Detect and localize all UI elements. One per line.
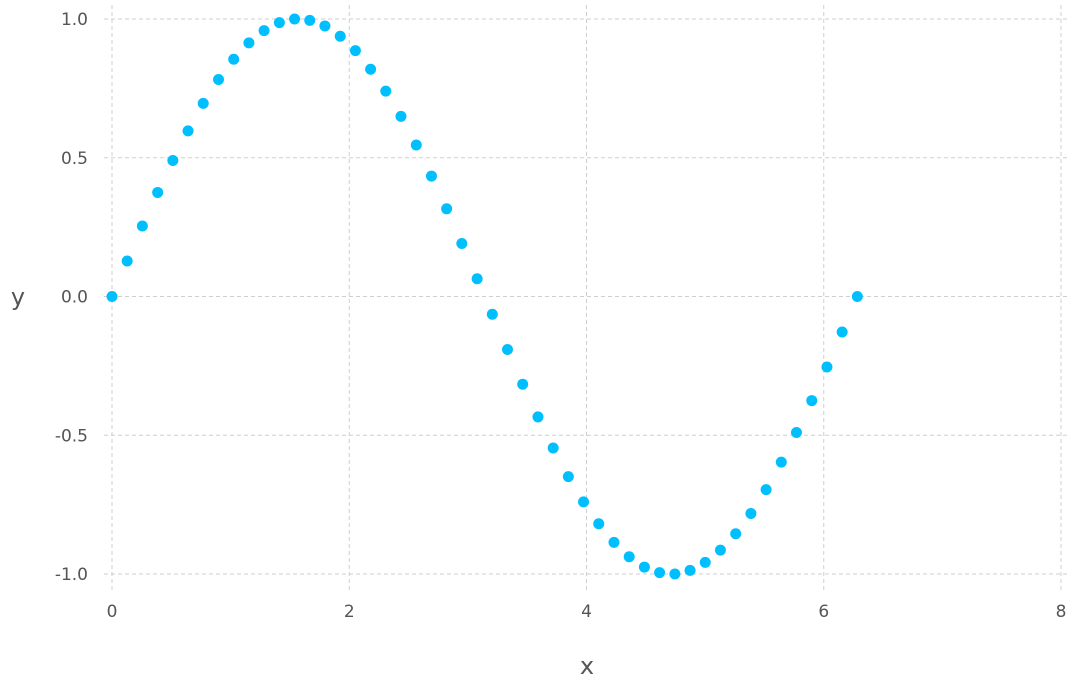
data-point [304,14,316,26]
y-tick-label: 1.0 [61,10,88,30]
data-point [623,551,635,563]
y-tick-label: -0.5 [55,426,88,446]
data-point [547,442,559,454]
data-point [349,45,361,57]
x-tick-labels: 0 2 4 6 8 [107,602,1067,622]
data-point [106,291,118,302]
data-point [121,255,133,267]
data-point [562,471,574,483]
data-point [471,273,483,285]
x-tick-label: 6 [818,602,829,622]
data-point [152,186,164,198]
data-point [806,395,818,407]
data-point [684,564,696,576]
x-axis-label: x [580,652,594,680]
data-point [486,308,498,320]
x-tick-label: 0 [107,602,118,622]
data-point [273,17,285,29]
data-point [517,378,529,390]
data-point [243,37,255,49]
data-point [167,155,179,167]
data-point [319,20,331,32]
data-point [425,170,437,182]
data-point [821,361,833,373]
data-point [136,220,148,232]
data-point [182,125,194,137]
data-point [532,411,544,423]
data-point [578,496,590,508]
data-point [395,110,407,122]
data-point [334,30,346,42]
data-point [289,13,301,25]
y-axis-label: y [11,283,25,311]
data-point [851,291,863,302]
y-tick-label: -1.0 [55,565,88,585]
x-tick-label: 8 [1056,602,1067,622]
data-point [760,484,772,496]
x-tick-label: 2 [344,602,355,622]
data-point [365,63,377,75]
data-point [790,426,802,438]
data-point [501,344,513,356]
data-point [197,97,209,109]
data-point [593,518,605,530]
data-point [228,53,240,65]
data-point [669,568,681,580]
data-points [106,13,863,580]
data-point [410,139,422,151]
x-tick-label: 4 [581,602,592,622]
data-point [608,536,620,548]
data-point [441,203,453,215]
data-point [699,556,711,568]
data-point [213,73,225,85]
data-point [638,561,650,573]
data-point [654,567,666,579]
y-tick-label: 0.0 [61,288,88,308]
y-tick-labels: 1.0 0.5 0.0 -0.5 -1.0 [55,10,88,585]
data-point [775,456,787,468]
data-point [745,508,757,520]
data-point [730,528,742,540]
data-point [258,25,270,37]
y-tick-label: 0.5 [61,149,88,169]
data-point [380,85,392,97]
data-point [836,326,848,338]
data-point [456,237,468,249]
data-point [714,544,726,556]
